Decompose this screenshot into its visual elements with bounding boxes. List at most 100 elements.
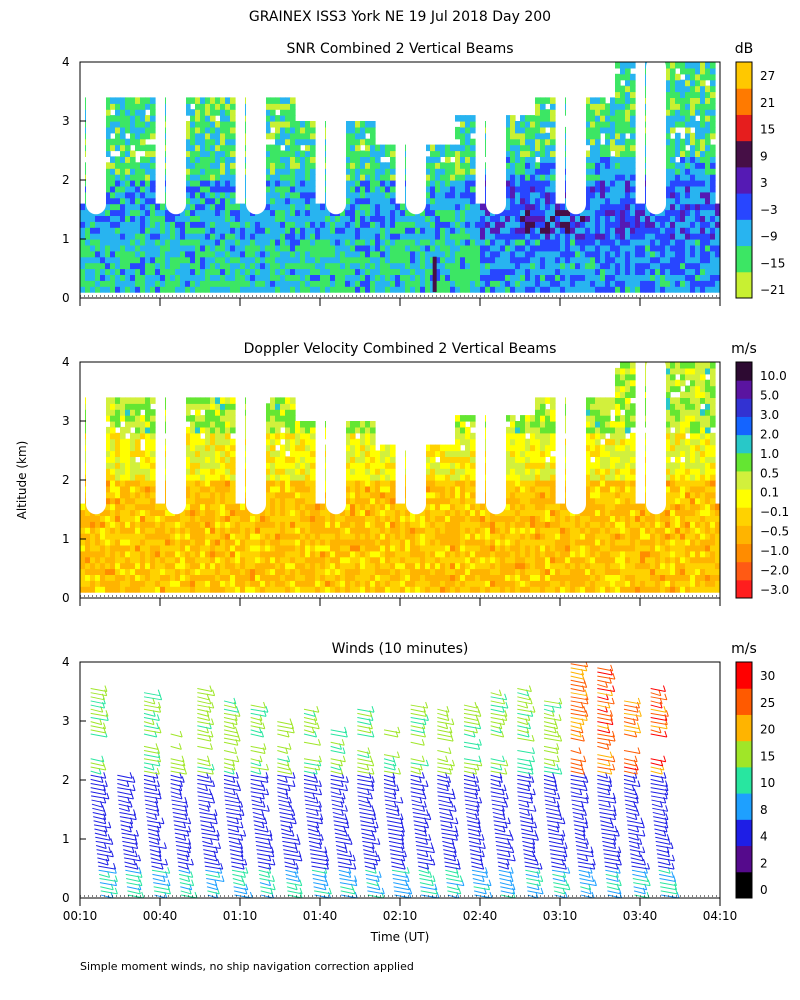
field-cell — [485, 280, 491, 287]
field-cell — [195, 521, 201, 528]
field-cell — [120, 274, 126, 281]
field-cell — [145, 280, 151, 287]
field-cell — [615, 79, 621, 87]
field-cell — [365, 286, 371, 293]
field-cell — [355, 227, 361, 234]
field-cell — [600, 239, 606, 246]
field-cell — [690, 256, 696, 264]
field-cell — [440, 180, 446, 187]
field-cell — [690, 239, 696, 246]
field-cell — [115, 550, 121, 558]
field-cell — [120, 509, 126, 516]
field-cell — [95, 286, 101, 293]
field-cell — [365, 244, 371, 252]
field-cell — [115, 126, 121, 134]
field-cell — [205, 562, 211, 570]
field-cell — [245, 268, 251, 275]
field-cell — [350, 185, 356, 193]
field-cell — [270, 144, 276, 152]
field-cell — [170, 233, 176, 240]
field-cell — [675, 191, 681, 199]
field-cell — [515, 227, 521, 234]
field-cell — [225, 203, 231, 211]
field-cell — [575, 221, 581, 228]
field-cell — [135, 497, 141, 505]
field-cell — [150, 191, 156, 199]
field-cell — [160, 280, 166, 287]
field-cell — [685, 185, 691, 193]
field-cell — [440, 221, 446, 228]
field-cell — [530, 233, 536, 240]
field-cell — [605, 138, 611, 146]
field-cell — [350, 233, 356, 240]
field-cell — [195, 432, 201, 440]
field-cell — [220, 503, 226, 511]
field-cell — [525, 215, 531, 222]
field-cell — [490, 274, 496, 281]
field-cell — [90, 215, 96, 222]
field-cell — [115, 462, 121, 469]
field-cell — [520, 215, 526, 222]
field-cell — [230, 144, 236, 152]
field-cell — [415, 256, 421, 264]
field-cell — [215, 562, 221, 570]
field-cell — [190, 132, 196, 140]
field-cell — [220, 480, 226, 487]
field-cell — [135, 138, 141, 146]
field-cell — [250, 250, 256, 258]
field-cell — [605, 244, 611, 252]
field-cell — [230, 521, 236, 528]
field-cell — [150, 97, 156, 104]
field-cell — [375, 233, 381, 240]
field-cell — [430, 150, 436, 157]
field-cell — [540, 274, 546, 281]
field-cell — [550, 185, 556, 193]
field-cell — [545, 191, 551, 199]
field-cell — [545, 262, 551, 270]
field-cell — [440, 244, 446, 252]
field-cell — [585, 239, 591, 246]
field-cell — [455, 191, 461, 199]
field-cell — [130, 539, 136, 546]
field-cell — [505, 286, 511, 293]
field-cell — [560, 268, 566, 275]
field-cell — [310, 250, 316, 258]
field-cell — [670, 233, 676, 240]
field-cell — [600, 115, 606, 122]
field-cell — [125, 174, 131, 181]
field-cell — [575, 268, 581, 275]
field-cell — [675, 85, 681, 93]
field-cell — [205, 162, 211, 169]
field-cell — [265, 150, 271, 157]
field-cell — [350, 168, 356, 175]
field-cell — [220, 456, 226, 463]
field-cell — [140, 468, 146, 475]
field-cell — [130, 480, 136, 487]
field-cell — [375, 203, 381, 211]
field-cell — [220, 221, 226, 228]
field-cell — [275, 103, 281, 110]
field-cell — [680, 191, 686, 199]
field-cell — [115, 274, 121, 281]
field-cell — [610, 126, 616, 134]
field-cell — [125, 444, 131, 452]
field-cell — [105, 485, 111, 493]
field-cell — [270, 233, 276, 240]
field-cell — [125, 415, 131, 422]
field-cell — [620, 197, 626, 205]
field-cell — [115, 156, 121, 163]
field-cell — [655, 262, 661, 270]
field-cell — [670, 79, 676, 87]
field-cell — [360, 239, 366, 246]
field-cell — [605, 174, 611, 181]
field-cell — [700, 185, 706, 193]
field-cell — [690, 215, 696, 222]
field-cell — [280, 203, 286, 211]
field-cell — [205, 533, 211, 540]
field-cell — [270, 574, 276, 581]
field-cell — [505, 174, 511, 181]
field-cell — [680, 162, 686, 169]
field-cell — [655, 239, 661, 246]
field-cell — [125, 280, 131, 287]
field-cell — [550, 221, 556, 228]
